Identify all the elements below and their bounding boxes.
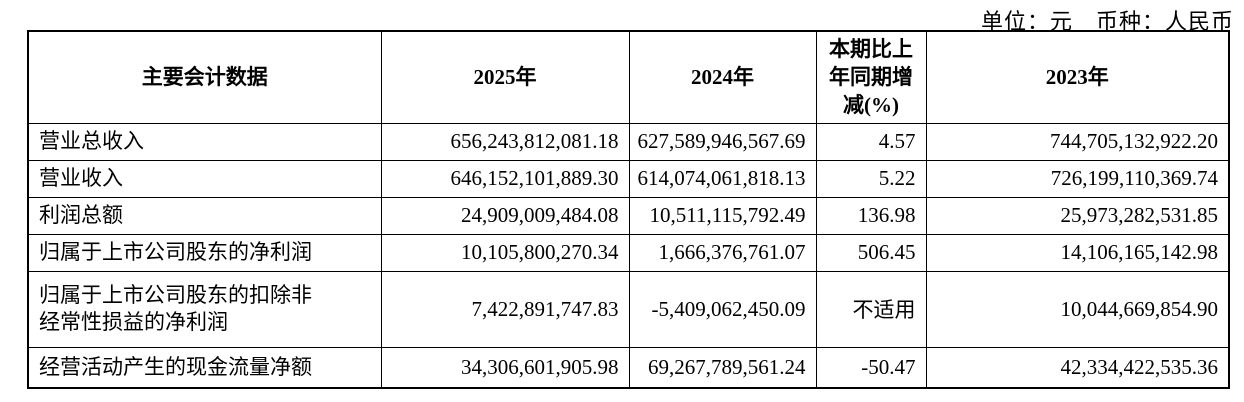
value-2023: 14,106,165,142.98: [925, 233, 1230, 272]
value-change: 4.57: [815, 122, 927, 161]
table-row-revenue: 营业收入 646,152,101,889.30 614,074,061,818.…: [27, 159, 1230, 198]
col-header-change: 本期比上年同期增减(%): [815, 30, 927, 124]
metric-label: 归属于上市公司股东的净利润: [27, 233, 382, 272]
value-2023: 10,044,669,854.90: [925, 270, 1230, 348]
col-header-2025: 2025年: [380, 30, 630, 124]
value-2025: 34,306,601,905.98: [380, 346, 630, 389]
value-change: -50.47: [815, 346, 927, 389]
value-2024: 627,589,946,567.69: [628, 122, 817, 161]
value-2024: 69,267,789,561.24: [628, 346, 817, 389]
table-row-net-profit-excl-nonrecurring: 归属于上市公司股东的扣除非经常性损益的净利润 7,422,891,747.83 …: [27, 270, 1230, 348]
table-row-net-profit: 归属于上市公司股东的净利润 10,105,800,270.34 1,666,37…: [27, 233, 1230, 272]
table-row-total-revenue: 营业总收入 656,243,812,081.18 627,589,946,567…: [27, 122, 1230, 161]
value-2025: 24,909,009,484.08: [380, 196, 630, 235]
col-header-metric: 主要会计数据: [27, 30, 382, 124]
value-2024: 614,074,061,818.13: [628, 159, 817, 198]
value-2025: 646,152,101,889.30: [380, 159, 630, 198]
value-2024: -5,409,062,450.09: [628, 270, 817, 348]
value-2023: 744,705,132,922.20: [925, 122, 1230, 161]
metric-label: 营业收入: [27, 159, 382, 198]
value-2025: 656,243,812,081.18: [380, 122, 630, 161]
unit-currency-label: 单位：元 币种：人民币: [980, 9, 1234, 34]
value-2023: 726,199,110,369.74: [925, 159, 1230, 198]
table-row-operating-cash-flow: 经营活动产生的现金流量净额 34,306,601,905.98 69,267,7…: [27, 346, 1230, 389]
value-2025: 10,105,800,270.34: [380, 233, 630, 272]
value-2023: 25,973,282,531.85: [925, 196, 1230, 235]
value-2024: 10,511,115,792.49: [628, 196, 817, 235]
col-header-2024: 2024年: [628, 30, 817, 124]
value-2025: 7,422,891,747.83: [380, 270, 630, 348]
value-change: 136.98: [815, 196, 927, 235]
col-header-2023: 2023年: [925, 30, 1230, 124]
header-row: 主要会计数据 2025年 2024年 本期比上年同期增减(%) 2023年: [27, 30, 1230, 124]
value-change: 506.45: [815, 233, 927, 272]
value-change: 5.22: [815, 159, 927, 198]
metric-label: 经营活动产生的现金流量净额: [27, 346, 382, 389]
financial-data-table: 主要会计数据 2025年 2024年 本期比上年同期增减(%) 2023年 营业…: [27, 30, 1230, 389]
metric-label: 营业总收入: [27, 122, 382, 161]
metric-label: 归属于上市公司股东的扣除非经常性损益的净利润: [27, 270, 382, 348]
value-2024: 1,666,376,761.07: [628, 233, 817, 272]
value-2023: 42,334,422,535.36: [925, 346, 1230, 389]
value-change: 不适用: [815, 270, 927, 348]
metric-label: 利润总额: [27, 196, 382, 235]
table-row-total-profit: 利润总额 24,909,009,484.08 10,511,115,792.49…: [27, 196, 1230, 235]
